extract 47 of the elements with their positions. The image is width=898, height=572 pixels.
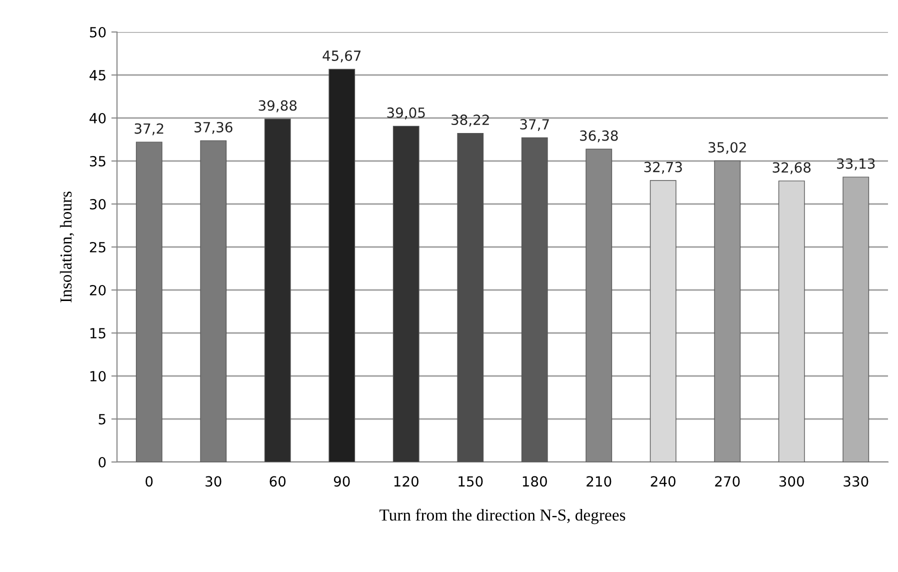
x-tick-label: 60 [270,476,286,487]
y-tick-label: 45 [90,70,106,80]
y-tick-label: 25 [90,242,106,252]
y-tick-label: 0 [98,456,106,468]
bar [264,118,291,462]
data-label: 39,05 [387,107,425,120]
data-label: 37,2 [134,123,164,136]
y-tick-label: 30 [90,198,106,210]
y-axis-title: Insolation, hours [60,192,74,302]
bar [650,180,676,462]
data-label: 32,68 [772,162,811,174]
x-tick-label: 90 [334,476,350,487]
y-tick-label: 35 [90,156,106,166]
bar [521,137,548,462]
data-label: 37,7 [520,119,549,131]
y-tick-label: 5 [98,414,106,424]
x-tick-label: 300 [779,476,804,487]
bar [328,68,356,462]
data-label: 32,73 [644,162,682,174]
data-label: 45,67 [322,50,361,62]
x-tick-label: 30 [206,476,222,487]
x-tick-label: 270 [715,476,740,487]
bar [200,140,227,462]
bar [392,126,420,462]
data-label: 36,38 [580,130,618,142]
y-tick-label: 15 [90,328,106,338]
y-tick-label: 50 [90,26,106,38]
x-tick-label: 0 [146,476,153,487]
data-label: 35,02 [708,142,746,154]
data-label: 38,22 [452,114,489,126]
x-tick-label: 240 [650,476,676,487]
y-tick-label: 10 [90,370,106,382]
x-tick-label: 150 [458,476,483,487]
bar [136,142,162,462]
bar [842,176,870,462]
bar [778,180,805,462]
x-tick-label: 120 [394,476,418,487]
x-axis-title: Turn from the direction N-S, degrees [380,508,626,524]
data-label: 39,88 [258,100,297,112]
x-tick-label: 330 [844,476,868,487]
bar [457,132,484,462]
data-label: 33,13 [837,158,875,170]
y-tick-label: 40 [90,112,106,124]
data-label: 37,36 [194,122,232,134]
y-tick-label: 20 [90,284,106,296]
x-tick-label: 210 [586,476,612,487]
x-tick-label: 180 [522,476,547,487]
